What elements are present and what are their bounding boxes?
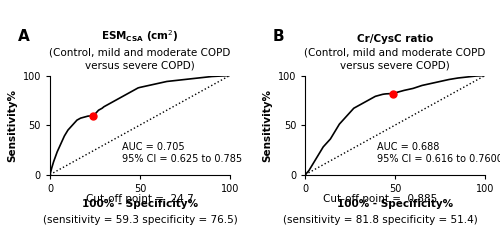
Text: $\mathregular{ESM_{CSA}}$ (cm$^2$): $\mathregular{ESM_{CSA}}$ (cm$^2$) [101,28,178,44]
Y-axis label: Sensitivity%: Sensitivity% [7,88,17,162]
Text: (sensitivity = 59.3 specificity = 76.5): (sensitivity = 59.3 specificity = 76.5) [42,215,237,225]
X-axis label: 100% - Specificity%: 100% - Specificity% [337,199,453,209]
Text: Cut-off point =  0.885: Cut-off point = 0.885 [323,194,437,203]
Title: ESM$_{CSA}$ (cm$^2$)
(Control, mild and moderate COPD
versus severe COPD): ESM$_{CSA}$ (cm$^2$) (Control, mild and … [0,235,1,236]
Text: AUC = 0.688
95% CI = 0.616 to 0.7600: AUC = 0.688 95% CI = 0.616 to 0.7600 [377,142,500,164]
Text: versus severe COPD): versus severe COPD) [340,61,450,71]
Text: (sensitivity = 81.8 specificity = 51.4): (sensitivity = 81.8 specificity = 51.4) [282,215,478,225]
Text: (Control, mild and moderate COPD: (Control, mild and moderate COPD [49,48,230,58]
Text: (Control, mild and moderate COPD: (Control, mild and moderate COPD [304,48,486,58]
Text: versus severe COPD): versus severe COPD) [85,61,195,71]
Text: Cr/CysC ratio: Cr/CysC ratio [357,34,434,44]
X-axis label: 100% - Specificity%: 100% - Specificity% [82,199,198,209]
Text: AUC = 0.705
95% CI = 0.625 to 0.785: AUC = 0.705 95% CI = 0.625 to 0.785 [122,142,242,164]
Y-axis label: Sensitivity%: Sensitivity% [262,88,272,162]
Text: Cut-off point =  24.7: Cut-off point = 24.7 [86,194,194,203]
Text: A: A [18,29,29,44]
Text: B: B [273,29,284,44]
